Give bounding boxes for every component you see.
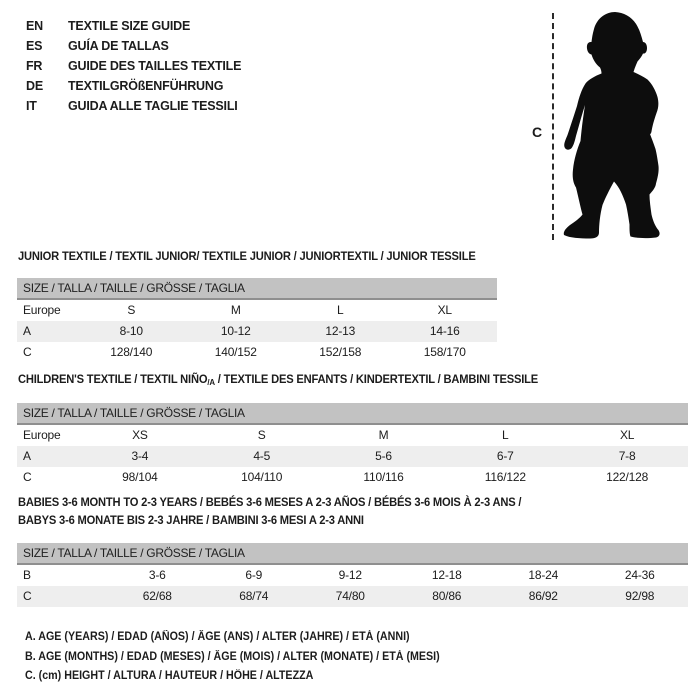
list-item: FR GUIDE DES TAILLES TEXTILE <box>26 56 241 76</box>
value-cell: 6-7 <box>496 449 514 463</box>
table-row: Europe XS S M L XL <box>17 425 688 446</box>
value-cell: 18-24 <box>528 568 559 582</box>
size-header-band: SIZE / TALLA / TAILLE / GRÖSSE / TAGLIA <box>17 278 497 300</box>
guide-title: GUÍA DE TALLAS <box>68 39 169 53</box>
value-cell: 3-4 <box>131 449 149 463</box>
row-label-cell: C <box>23 345 32 359</box>
value-cell: L <box>502 428 509 442</box>
language-code: FR <box>26 59 43 73</box>
value-cell: 3-6 <box>148 568 166 582</box>
list-item: DE TEXTILGRÖßENFÜHRUNG <box>26 76 241 96</box>
table-row: A 8-10 10-12 12-13 14-16 <box>17 321 497 342</box>
toddler-silhouette-figure <box>563 12 660 239</box>
measurement-legend: A. AGE (YEARS) / EDAD (AÑOS) / ÂGE (ANS)… <box>25 628 471 687</box>
table-row: C 62/68 68/74 74/80 80/86 86/92 92/98 <box>17 586 688 607</box>
value-cell: 8-10 <box>119 324 143 338</box>
language-code: EN <box>26 19 43 33</box>
table-row: C 98/104 104/110 110/116 116/122 122/128 <box>17 467 688 488</box>
list-item: EN TEXTILE SIZE GUIDE <box>26 16 241 36</box>
section-title-line: BABIES 3-6 MONTH TO 2-3 YEARS / BEBÉS 3-… <box>18 495 522 509</box>
children-size-table: SIZE / TALLA / TAILLE / GRÖSSE / TAGLIA … <box>17 403 688 488</box>
row-label-cell: C <box>23 470 32 484</box>
language-code: ES <box>26 39 43 53</box>
section-title-text: CHILDREN'S TEXTILE / TEXTIL NIÑO/A / TEX… <box>18 372 538 387</box>
junior-size-table: SIZE / TALLA / TAILLE / GRÖSSE / TAGLIA … <box>17 278 497 363</box>
babies-size-table: SIZE / TALLA / TAILLE / GRÖSSE / TAGLIA … <box>17 543 688 607</box>
value-cell: 24-36 <box>624 568 655 582</box>
list-item: ES GUÍA DE TALLAS <box>26 36 241 56</box>
table-row: B 3-6 6-9 9-12 12-18 18-24 24-36 <box>17 565 688 586</box>
value-cell: 92/98 <box>625 589 655 603</box>
list-item: IT GUIDA ALLE TAGLIE TESSILI <box>26 96 241 116</box>
value-cell: 80/86 <box>432 589 462 603</box>
value-cell: 140/152 <box>214 345 257 359</box>
value-cell: XL <box>437 303 452 317</box>
value-cell: 12-18 <box>431 568 462 582</box>
row-label-cell: Europe <box>23 303 61 317</box>
table-row: C 128/140 140/152 152/158 158/170 <box>17 342 497 363</box>
value-cell: XS <box>132 428 148 442</box>
babies-section-title: BABIES 3-6 MONTH TO 2-3 YEARS / BEBÉS 3-… <box>18 493 559 529</box>
language-code: IT <box>26 99 37 113</box>
title-part: / TEXTILE DES ENFANTS / KINDERTEXTIL / B… <box>214 372 539 386</box>
legend-line-b: B. AGE (MONTHS) / EDAD (MESES) / ÂGE (MO… <box>25 650 440 663</box>
guide-title: TEXTILE SIZE GUIDE <box>68 19 191 33</box>
junior-section-title: JUNIOR TEXTILE / TEXTIL JUNIOR/ TEXTILE … <box>18 249 510 263</box>
value-cell: L <box>337 303 344 317</box>
size-header-band: SIZE / TALLA / TAILLE / GRÖSSE / TAGLIA <box>17 543 688 565</box>
toddler-silhouette <box>563 12 660 239</box>
language-code: DE <box>26 79 43 93</box>
children-section-title: CHILDREN'S TEXTILE / TEXTIL NIÑO/A / TEX… <box>18 372 577 387</box>
value-cell: XL <box>619 428 635 442</box>
section-title-line: BABYS 3-6 MONATE BIS 2-3 JAHRE / BAMBINI… <box>18 513 364 527</box>
value-cell: 6-9 <box>245 568 263 582</box>
value-cell: 122/128 <box>606 470 649 484</box>
value-cell: 158/170 <box>423 345 466 359</box>
value-cell: 62/68 <box>142 589 172 603</box>
value-cell: M <box>378 428 389 442</box>
language-title-list: EN TEXTILE SIZE GUIDE ES GUÍA DE TALLAS … <box>26 16 241 116</box>
value-cell: M <box>230 303 241 317</box>
row-label-cell: C <box>23 589 32 603</box>
size-header-band: SIZE / TALLA / TAILLE / GRÖSSE / TAGLIA <box>17 403 688 425</box>
value-cell: 7-8 <box>618 449 636 463</box>
value-cell: 74/80 <box>335 589 365 603</box>
value-cell: S <box>127 303 136 317</box>
value-cell: 86/92 <box>528 589 558 603</box>
value-cell: 98/104 <box>122 470 158 484</box>
value-cell: 9-12 <box>338 568 362 582</box>
value-cell: 4-5 <box>253 449 271 463</box>
row-label-cell: A <box>23 324 31 338</box>
title-subscript: /A <box>207 377 215 387</box>
value-cell: 104/110 <box>241 470 283 484</box>
value-cell: 152/158 <box>319 345 362 359</box>
guide-title: GUIDA ALLE TAGLIE TESSILI <box>68 99 238 113</box>
table-row: Europe S M L XL <box>17 300 497 321</box>
title-part: CHILDREN'S TEXTILE / TEXTIL NIÑO <box>18 372 208 386</box>
guide-title: GUIDE DES TAILLES TEXTILE <box>68 59 242 73</box>
guide-title: TEXTILGRÖßENFÜHRUNG <box>68 79 224 93</box>
value-cell: 110/116 <box>363 470 404 484</box>
value-cell: 68/74 <box>239 589 269 603</box>
row-label-cell: A <box>23 449 31 463</box>
table-row: A 3-4 4-5 5-6 6-7 7-8 <box>17 446 688 467</box>
value-cell: 5-6 <box>375 449 392 463</box>
value-cell: S <box>257 428 266 442</box>
height-label: C <box>531 124 543 140</box>
value-cell: 128/140 <box>110 345 153 359</box>
legend-line-a: A. AGE (YEARS) / EDAD (AÑOS) / ÂGE (ANS)… <box>25 631 410 643</box>
value-cell: 116/122 <box>484 470 526 484</box>
value-cell: 12-13 <box>325 324 356 338</box>
section-title-text: JUNIOR TEXTILE / TEXTIL JUNIOR/ TEXTILE … <box>18 249 476 263</box>
value-cell: 14-16 <box>429 324 460 338</box>
legend-line-c: C. (cm) HEIGHT / ALTURA / HAUTEUR / HÖHE… <box>25 670 314 682</box>
height-measure-line <box>552 13 554 240</box>
row-label-cell: B <box>23 568 31 582</box>
row-label-cell: Europe <box>23 428 61 442</box>
value-cell: 10-12 <box>220 324 251 338</box>
